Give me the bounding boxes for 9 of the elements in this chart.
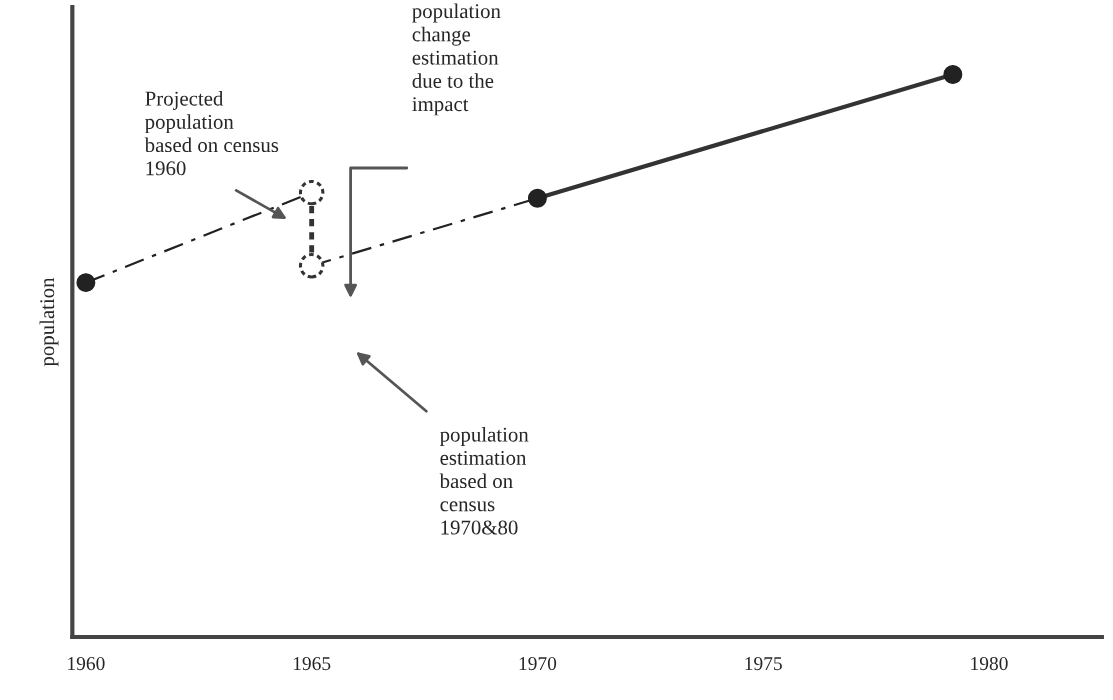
x-tick-label: 1980	[971, 657, 1008, 671]
x-tick-label: 1965	[293, 657, 331, 671]
annotation: population estimation based on census 1970&80	[439, 427, 529, 535]
x-tick-label: 1975	[745, 657, 782, 671]
x-tick-label: 1970	[519, 657, 557, 671]
x-tick-label: 1960	[68, 657, 105, 671]
annotation: Projected population based on census 1960	[144, 91, 279, 176]
annotation: population change estimation due to the impact	[412, 3, 501, 116]
y-axis-title: population	[39, 277, 59, 367]
